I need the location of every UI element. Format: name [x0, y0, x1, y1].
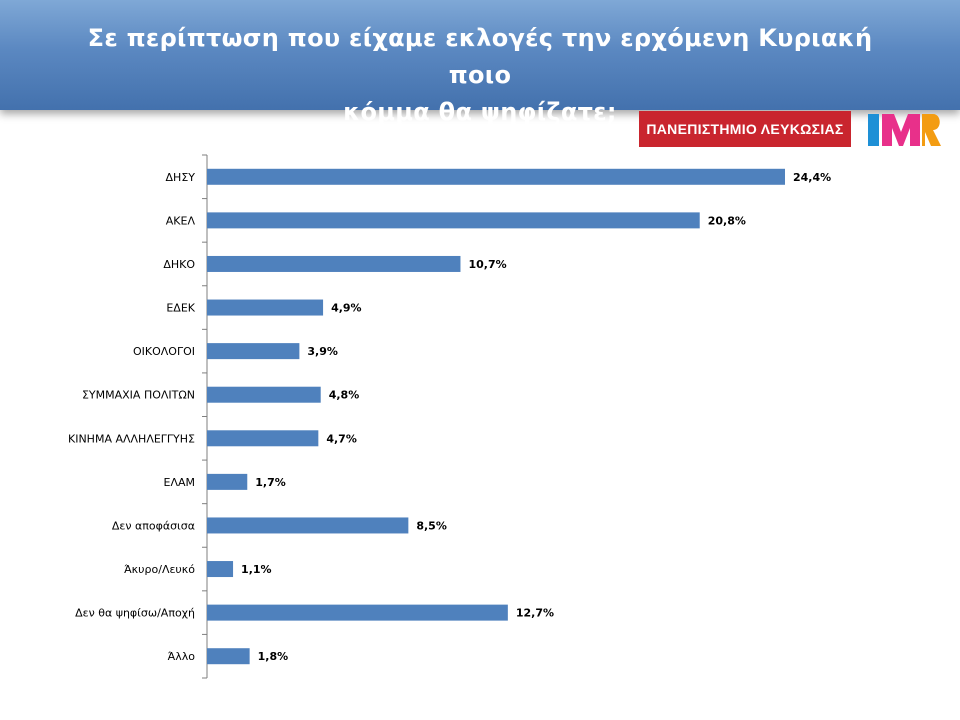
bar	[207, 255, 461, 272]
category-label: Άκυρο/Λευκό	[124, 563, 195, 576]
data-label: 10,7%	[468, 258, 506, 271]
bar	[207, 430, 319, 447]
bar	[207, 168, 785, 185]
title-line-1: Σε περίπτωση που είχαμε εκλογές την ερχό…	[87, 24, 873, 89]
bar	[207, 604, 508, 621]
bar	[207, 517, 409, 534]
data-label: 1,8%	[258, 650, 289, 663]
chart-plot-area: ΔΗΣΥ 24,4% ΑΚΕΛ 20,8% ΔΗΚΟ 10,7% ΕΔΕΚ 4,9% ΟΙΚΟΛ…	[68, 154, 831, 679]
bar	[207, 561, 234, 578]
category-label: ΔΗΣΥ	[166, 171, 196, 184]
title-line-2: κόμμα θα ψηφίζατε;	[343, 98, 617, 126]
university-logo: ΠΑΝΕΠΙΣΤΗΜΙΟ ΛΕΥΚΩΣΙΑΣ	[639, 111, 851, 147]
data-label: 12,7%	[516, 607, 554, 620]
category-label: Άλλο	[168, 650, 196, 663]
data-label: 1,7%	[255, 476, 286, 489]
data-label: 20,8%	[708, 214, 746, 227]
category-label: Δεν αποφάσισα	[112, 519, 195, 532]
bar	[207, 343, 300, 360]
bar	[207, 473, 248, 490]
imr-letter-m	[882, 114, 920, 146]
category-label: ΕΛΑΜ	[164, 476, 196, 489]
category-label: Δεν θα ψηφίσω/Αποχή	[75, 607, 195, 620]
slide-title: Σε περίπτωση που είχαμε εκλογές την ερχό…	[60, 20, 900, 131]
data-label: 4,7%	[326, 432, 357, 445]
data-label: 4,9%	[331, 302, 362, 315]
bar	[207, 212, 700, 229]
imr-letter-i	[868, 114, 879, 146]
bar	[207, 299, 324, 316]
data-label: 4,8%	[329, 389, 360, 402]
category-label: ΚΙΝΗΜΑ ΑΛΛΗΛΕΓΓΥΗΣ	[68, 432, 195, 445]
category-label: ΣΥΜΜΑΧΙΑ ΠΟΛΙΤΩΝ	[82, 389, 195, 402]
imr-letter-r	[922, 114, 941, 146]
category-label: ΔΗΚΟ	[163, 258, 195, 271]
bar	[207, 386, 321, 403]
category-label: ΑΚΕΛ	[166, 214, 196, 227]
data-label: 1,1%	[241, 563, 272, 576]
data-label: 24,4%	[793, 171, 831, 184]
category-label: ΟΙΚΟΛΟΓΟΙ	[133, 345, 195, 358]
bar	[207, 648, 250, 665]
data-label: 8,5%	[416, 519, 447, 532]
category-label: ΕΔΕΚ	[166, 302, 195, 315]
imr-logo	[868, 114, 941, 146]
data-label: 3,9%	[307, 345, 338, 358]
title-banner: Σε περίπτωση που είχαμε εκλογές την ερχό…	[0, 0, 960, 126]
